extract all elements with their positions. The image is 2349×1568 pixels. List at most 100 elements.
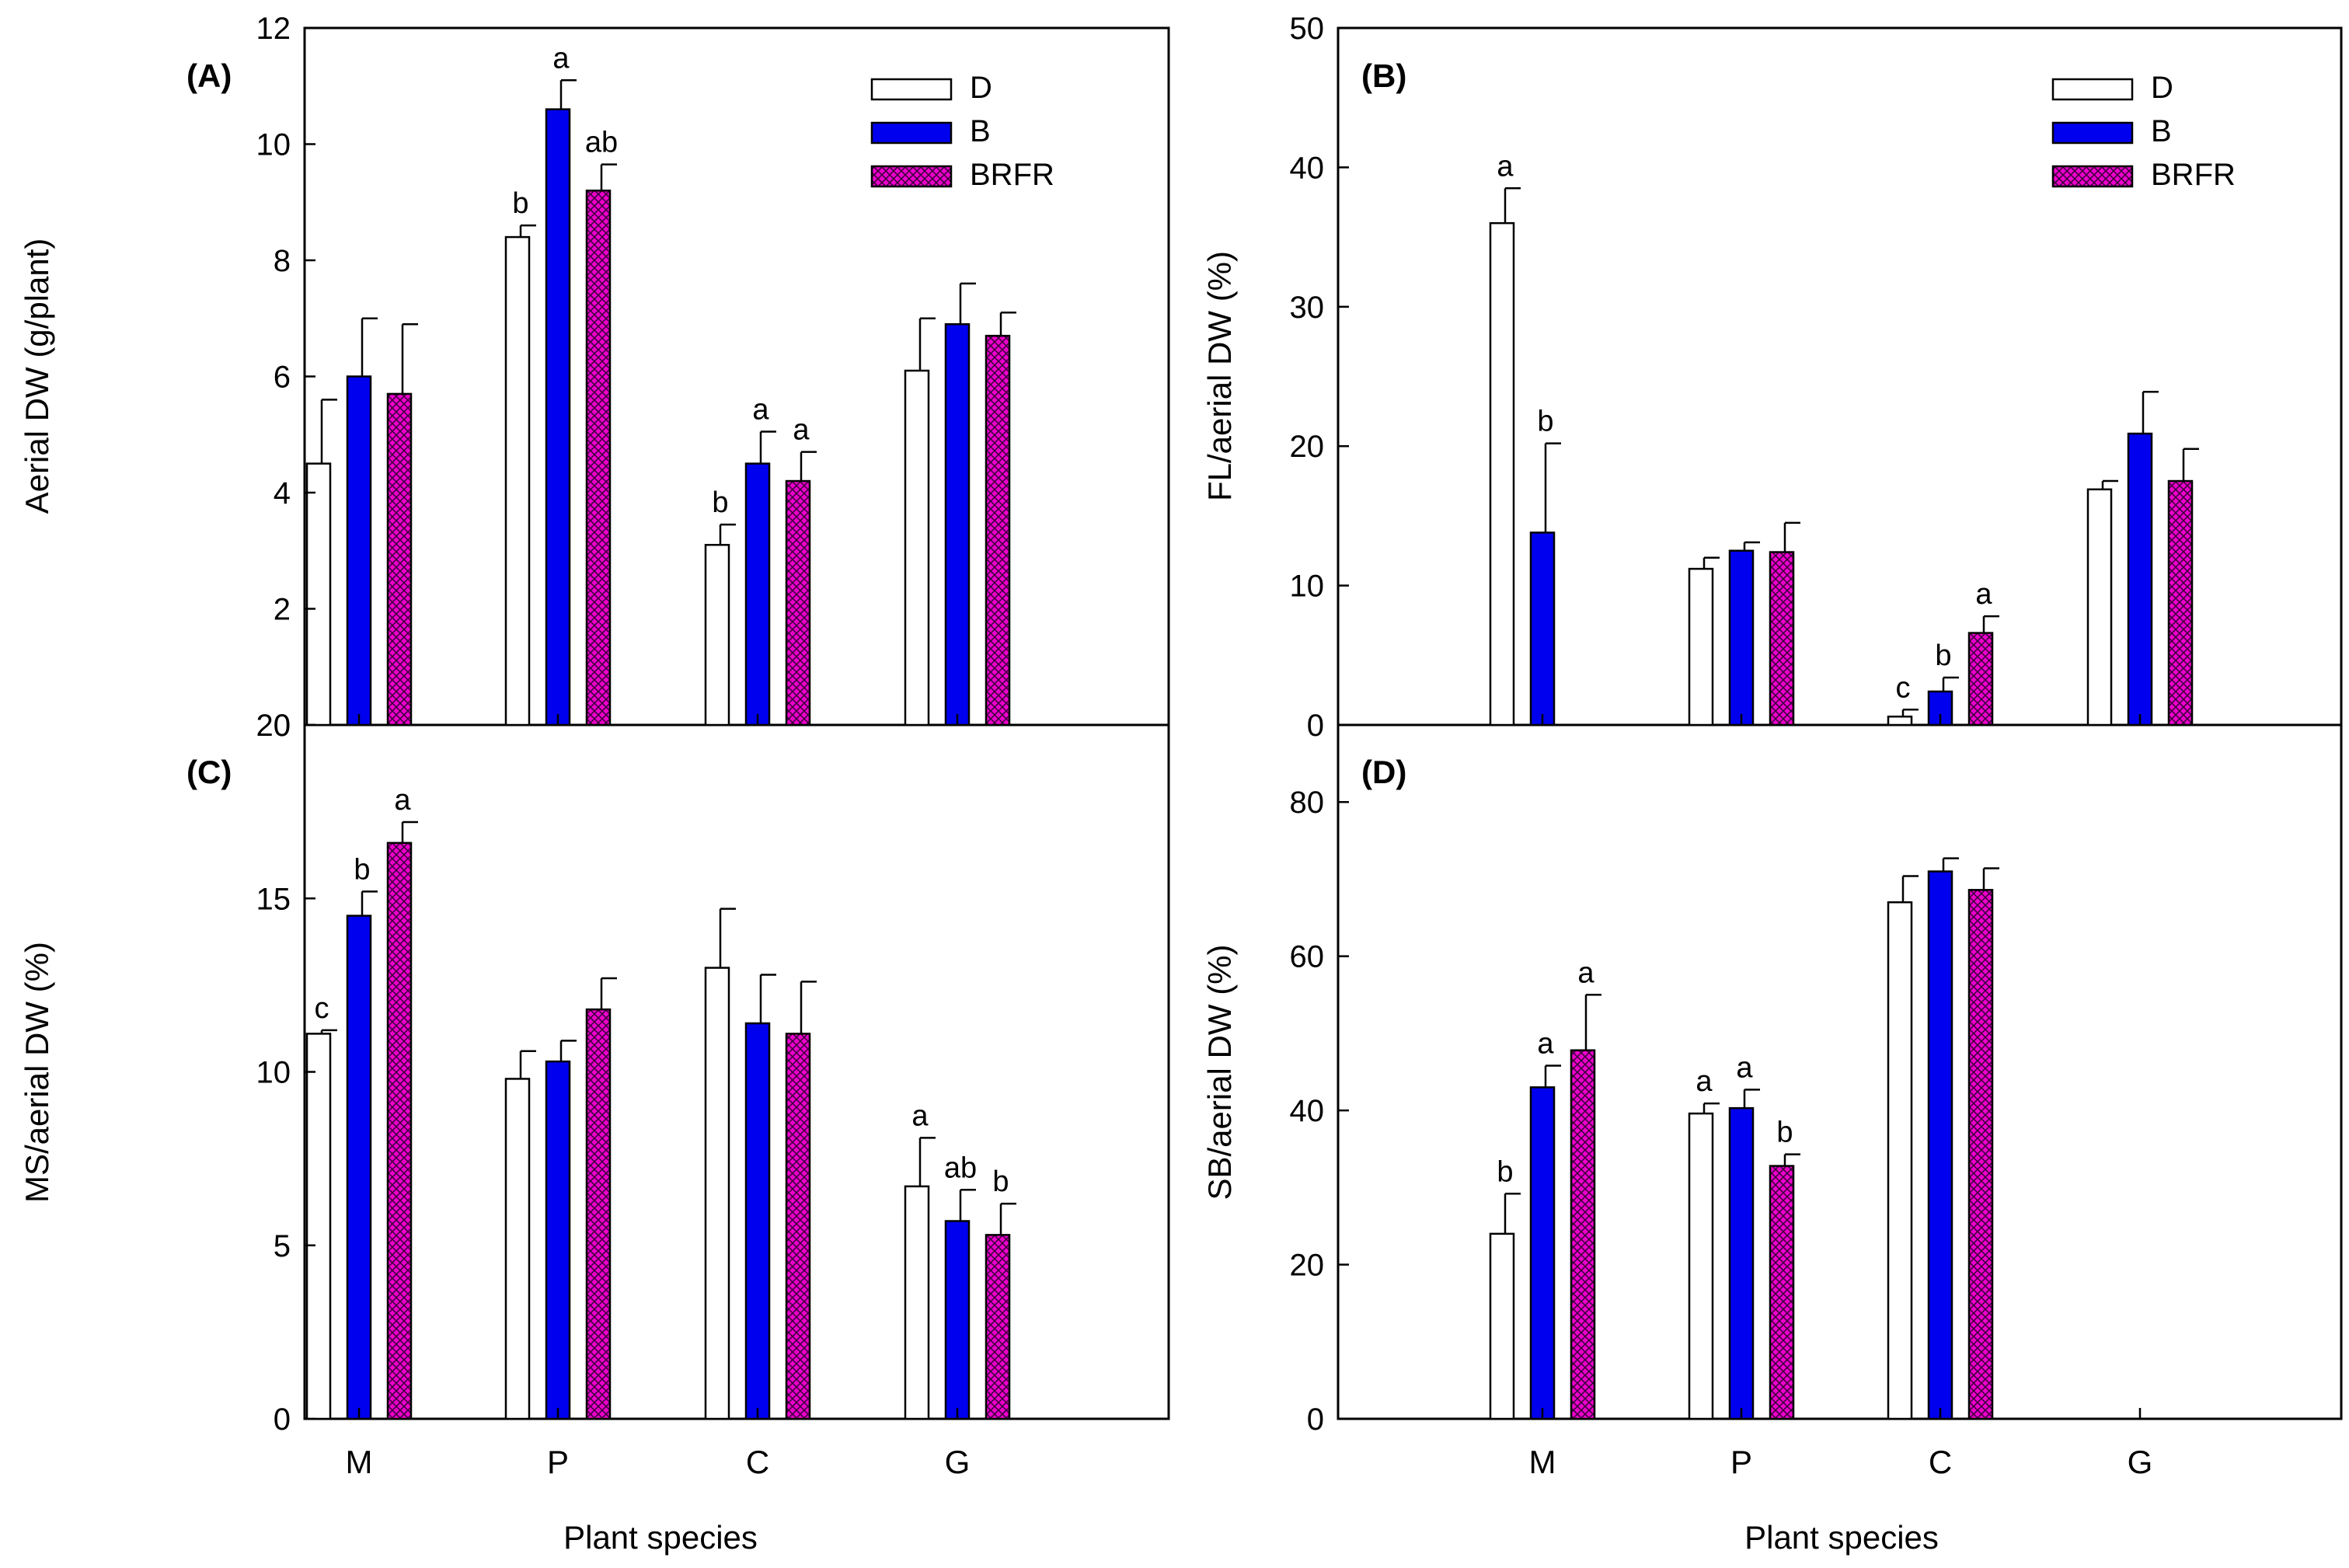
bar-b-D-C <box>1887 715 1913 727</box>
significance-letter-a-BRFR: a <box>793 414 810 447</box>
x-tick-label-d: G <box>2128 1444 2153 1480</box>
bar-b-BRFR-P <box>1769 551 1795 727</box>
y-tick-label-d: 40 <box>1290 1094 1325 1128</box>
legend-swatch-b-BRFR <box>2051 165 2134 188</box>
significance-letter-c-BRFR: b <box>992 1166 1009 1198</box>
bar-b-B-M <box>1529 531 1556 727</box>
y-axis-title-d: SB/aerial DW (%) <box>1201 944 1238 1200</box>
bar-b-BRFR-G <box>2167 479 2194 727</box>
bar-c-BRFR-M <box>386 841 413 1420</box>
y-tick-label-c: 20 <box>256 709 291 743</box>
significance-letter-c-B: ab <box>944 1152 977 1184</box>
bar-a-B-C <box>744 462 771 727</box>
panel-label-b: (B) <box>1361 57 1406 94</box>
bar-b-D-M <box>1489 221 1515 727</box>
legend-swatch-b-D <box>2051 78 2134 101</box>
bar-c-B-M <box>346 915 372 1420</box>
y-tick-label-a: 10 <box>256 128 291 162</box>
y-tick-label-b: 20 <box>1290 430 1325 464</box>
legend-swatch-a-D <box>870 78 953 101</box>
y-tick-label-b: 10 <box>1290 570 1325 604</box>
bar-a-BRFR-G <box>985 334 1011 727</box>
significance-letter-a-D: b <box>712 486 728 519</box>
bar-a-D-P <box>504 235 531 727</box>
significance-letter-a-B: a <box>752 394 769 427</box>
significance-letter-c-D: a <box>911 1099 929 1132</box>
y-tick-label-c: 0 <box>274 1402 291 1437</box>
bar-c-D-P <box>504 1078 531 1420</box>
bar-d-D-M <box>1489 1232 1515 1420</box>
significance-letter-a-D: b <box>512 187 528 220</box>
bar-d-D-C <box>1887 901 1913 1420</box>
bar-b-D-G <box>2086 488 2113 727</box>
legend-label-b-B: B <box>2151 114 2172 148</box>
legend-label-a-BRFR: BRFR <box>970 158 1054 192</box>
y-tick-label-d: 20 <box>1290 1249 1325 1283</box>
x-tick-label-d: C <box>1929 1444 1952 1480</box>
y-tick-label-a: 8 <box>274 244 291 278</box>
bar-c-D-M <box>305 1033 332 1420</box>
y-tick-label-b: 40 <box>1290 151 1325 185</box>
bar-d-BRFR-P <box>1769 1165 1795 1420</box>
significance-letter-c-B: b <box>354 853 370 886</box>
y-tick-label-c: 10 <box>256 1056 291 1090</box>
x-tick-label-d: M <box>1529 1444 1556 1480</box>
bar-b-B-P <box>1728 549 1755 727</box>
bar-d-B-M <box>1529 1086 1556 1420</box>
bar-c-BRFR-P <box>585 1008 612 1420</box>
significance-letter-b-D: c <box>1896 671 1911 704</box>
x-tick-label-c: P <box>547 1444 569 1480</box>
significance-letter-b-BRFR: a <box>1975 578 1992 611</box>
significance-letter-d-D: a <box>1696 1065 1713 1098</box>
y-axis-title-a: Aerial DW (g/plant) <box>19 239 55 514</box>
y-tick-label-a: 0 <box>274 709 291 743</box>
bar-b-BRFR-C <box>1967 632 1994 727</box>
significance-letter-c-D: c <box>315 992 329 1025</box>
bar-d-D-P <box>1688 1112 1714 1420</box>
bar-a-BRFR-M <box>386 392 413 727</box>
bar-d-BRFR-C <box>1967 889 1994 1420</box>
legend-label-a-B: B <box>970 114 991 148</box>
y-tick-label-a: 6 <box>274 361 291 395</box>
bar-a-B-M <box>346 375 372 727</box>
legend-label-b-D: D <box>2151 71 2173 105</box>
legend-swatch-a-BRFR <box>870 165 953 188</box>
significance-letter-d-D: b <box>1497 1155 1513 1188</box>
x-tick-label-c: G <box>945 1444 971 1480</box>
y-tick-label-d: 0 <box>1307 1402 1324 1437</box>
panel-frame-d <box>1337 723 2343 1420</box>
x-tick-label-c: C <box>746 1444 769 1480</box>
bar-a-BRFR-C <box>785 479 811 727</box>
y-axis-title-c: MS/aerial DW (%) <box>19 942 55 1203</box>
y-tick-label-d: 80 <box>1290 786 1325 820</box>
bar-c-D-G <box>904 1185 930 1420</box>
bar-b-B-G <box>2127 432 2153 727</box>
legend-label-b-BRFR: BRFR <box>2151 158 2236 192</box>
panel-frame-c <box>303 723 1170 1420</box>
panel-label-d: (D) <box>1361 754 1406 790</box>
significance-letter-b-B: b <box>1537 406 1553 438</box>
bar-a-B-P <box>545 108 571 727</box>
y-axis-title-b: FL/aerial DW (%) <box>1201 251 1238 501</box>
panel-frame-a <box>303 26 1170 727</box>
significance-letter-b-B: b <box>1935 639 1951 672</box>
bar-c-D-C <box>704 967 730 1420</box>
significance-letter-d-BRFR: b <box>1776 1117 1793 1149</box>
bar-c-BRFR-G <box>985 1234 1011 1420</box>
bar-c-B-G <box>944 1220 971 1420</box>
y-tick-label-b: 30 <box>1290 291 1325 325</box>
legend-label-a-D: D <box>970 71 992 105</box>
significance-letter-d-B: a <box>1537 1028 1554 1061</box>
significance-letter-d-BRFR: a <box>1577 956 1594 989</box>
legend-swatch-a-B <box>870 121 953 145</box>
bar-d-B-C <box>1927 870 1953 1420</box>
significance-letter-a-B: a <box>552 42 570 75</box>
bar-b-D-P <box>1688 567 1714 727</box>
y-tick-label-c: 15 <box>256 882 291 916</box>
y-tick-label-a: 4 <box>274 476 291 510</box>
panel-label-c: (C) <box>186 754 232 790</box>
bar-a-D-C <box>704 544 730 727</box>
